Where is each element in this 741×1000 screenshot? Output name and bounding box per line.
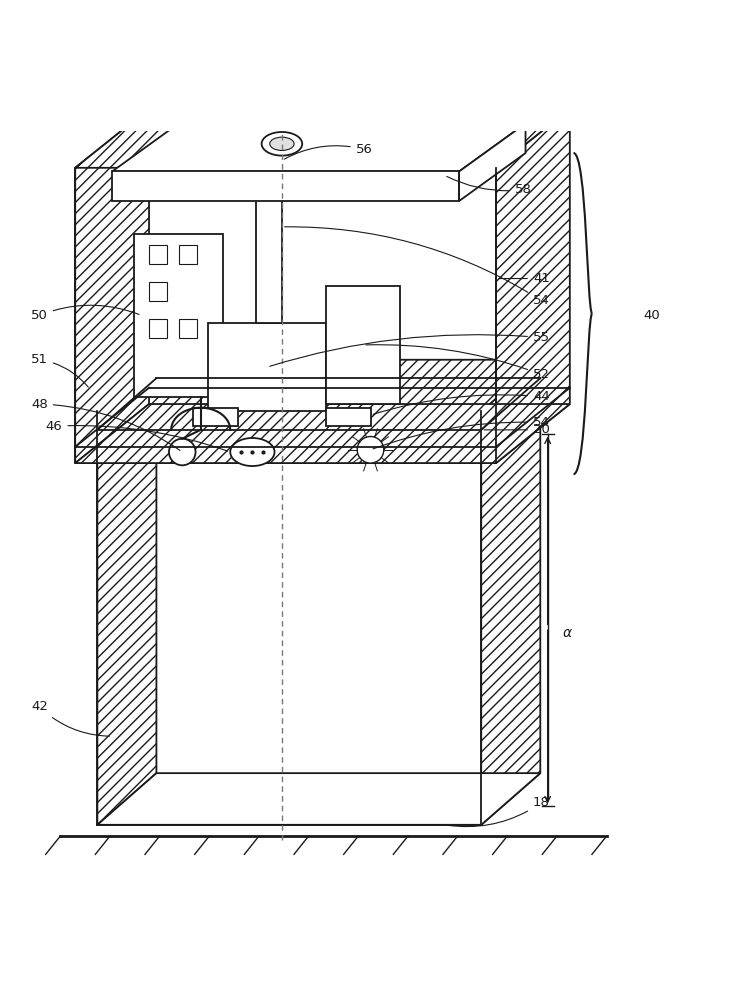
Ellipse shape: [230, 438, 274, 466]
Bar: [134, 234, 223, 397]
Bar: [149, 282, 167, 301]
Bar: [179, 319, 197, 338]
Polygon shape: [75, 109, 570, 168]
Circle shape: [357, 437, 384, 463]
Ellipse shape: [262, 132, 302, 156]
Bar: [256, 190, 282, 323]
Polygon shape: [75, 109, 149, 463]
Text: 44: 44: [373, 390, 550, 414]
Polygon shape: [481, 360, 540, 825]
Polygon shape: [75, 404, 570, 463]
Text: 50: 50: [31, 305, 139, 322]
Text: 56: 56: [285, 143, 373, 159]
Text: α: α: [562, 626, 571, 640]
Text: 54: 54: [285, 227, 550, 307]
Bar: [193, 408, 238, 426]
Text: 51: 51: [31, 353, 88, 387]
Polygon shape: [97, 360, 540, 411]
Polygon shape: [459, 124, 525, 201]
Bar: [326, 286, 400, 404]
Text: 40: 40: [644, 309, 660, 322]
Text: 18: 18: [447, 796, 550, 827]
Ellipse shape: [270, 137, 294, 150]
Text: 20: 20: [484, 423, 550, 436]
Polygon shape: [112, 171, 459, 201]
Polygon shape: [97, 773, 540, 825]
Circle shape: [169, 439, 196, 465]
Text: 55: 55: [270, 331, 550, 366]
Text: 52: 52: [366, 345, 550, 381]
Polygon shape: [112, 124, 525, 171]
Text: 46: 46: [46, 420, 227, 451]
Text: 54: 54: [373, 416, 550, 449]
Bar: [179, 245, 197, 264]
Polygon shape: [97, 360, 156, 825]
Polygon shape: [496, 109, 570, 463]
Text: 48: 48: [31, 398, 180, 450]
Bar: [326, 408, 370, 426]
Text: 41: 41: [499, 272, 550, 285]
Bar: [208, 323, 326, 411]
Bar: [149, 245, 167, 264]
Bar: [149, 319, 167, 338]
Text: 58: 58: [447, 176, 531, 196]
Text: 42: 42: [31, 700, 110, 736]
